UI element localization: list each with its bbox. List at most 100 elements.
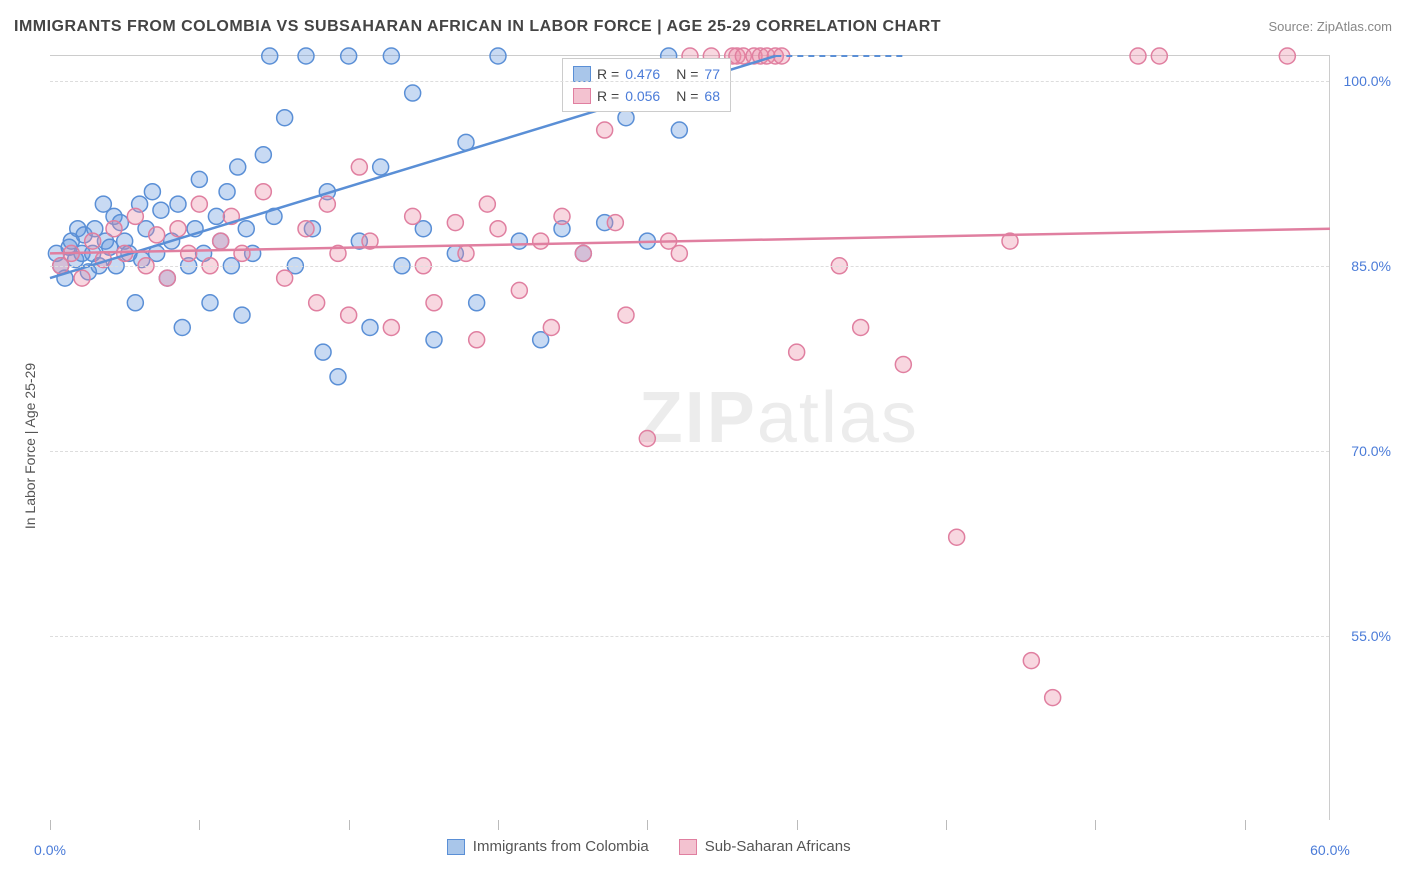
legend-n-value: 77 [704,66,720,82]
legend-swatch [573,66,591,82]
data-point [383,48,399,64]
data-point [298,48,314,64]
chart-title: IMMIGRANTS FROM COLOMBIA VS SUBSAHARAN A… [14,18,941,36]
plot-area: ZIPatlas R = 0.476N = 77R = 0.056N = 68 … [50,55,1330,820]
data-point [341,48,357,64]
legend-r-value: 0.476 [625,66,660,82]
data-point [895,356,911,372]
data-point [469,295,485,311]
data-point [373,159,389,175]
data-point [405,208,421,224]
x-tick [946,820,947,830]
data-point [426,295,442,311]
data-point [575,245,591,261]
x-tick [349,820,350,830]
legend-row: R = 0.476 N = 77 [573,63,720,85]
x-tick [50,820,51,830]
data-point [191,196,207,212]
data-point [153,202,169,218]
gridline [50,636,1329,637]
data-point [127,295,143,311]
data-point [213,233,229,249]
data-point [490,221,506,237]
data-point [447,215,463,231]
data-point [106,221,122,237]
data-point [74,270,90,286]
x-tick-label: 0.0% [34,842,66,858]
data-point [639,431,655,447]
data-point [1151,48,1167,64]
scatter-svg [50,56,1330,821]
data-point [174,319,190,335]
data-point [671,122,687,138]
data-point [789,344,805,360]
data-point [597,122,613,138]
legend-label: Sub-Saharan Africans [705,838,851,855]
correlation-legend: R = 0.476 N = 77 R = 0.056N = 68 [562,58,731,112]
data-point [533,233,549,249]
data-point [219,184,235,200]
data-point [191,171,207,187]
legend-label: Immigrants from Colombia [473,838,649,855]
data-point [315,344,331,360]
data-point [351,159,367,175]
data-point [511,233,527,249]
x-tick [1245,820,1246,830]
series-legend: Immigrants from Colombia Sub-Saharan Afri… [447,838,851,855]
legend-r-label: R = [597,66,619,82]
data-point [234,307,250,323]
data-point [277,270,293,286]
gridline [50,451,1329,452]
data-point [490,48,506,64]
legend-swatch [679,839,697,855]
x-tick [498,820,499,830]
legend-swatch [447,839,465,855]
data-point [85,233,101,249]
data-point [341,307,357,323]
y-tick-label: 100.0% [1344,73,1391,89]
data-point [309,295,325,311]
data-point [1279,48,1295,64]
data-point [607,215,623,231]
y-tick-label: 85.0% [1351,258,1391,274]
data-point [238,221,254,237]
data-point [469,332,485,348]
data-point [1045,690,1061,706]
legend-r-value: 0.056 [625,88,660,104]
data-point [853,319,869,335]
legend-n-label: N = [676,66,698,82]
chart-header: IMMIGRANTS FROM COLOMBIA VS SUBSAHARAN A… [14,18,1392,36]
x-tick [647,820,648,830]
data-point [262,48,278,64]
data-point [144,184,160,200]
legend-n-value: 68 [704,88,720,104]
legend-swatch [573,88,591,104]
data-point [362,319,378,335]
legend-row: R = 0.056N = 68 [573,85,720,107]
data-point [511,282,527,298]
legend-item: Sub-Saharan Africans [679,838,851,855]
data-point [234,245,250,261]
gridline [50,266,1329,267]
data-point [383,319,399,335]
data-point [170,196,186,212]
data-point [426,332,442,348]
data-point [149,227,165,243]
legend-item: Immigrants from Colombia [447,838,649,855]
data-point [618,110,634,126]
data-point [949,529,965,545]
data-point [479,196,495,212]
gridline [50,81,1329,82]
y-axis-label: In Labor Force | Age 25-29 [22,346,38,546]
data-point [671,245,687,261]
data-point [554,208,570,224]
data-point [1130,48,1146,64]
data-point [277,110,293,126]
chart-source: Source: ZipAtlas.com [1268,19,1392,34]
y-tick-label: 70.0% [1351,443,1391,459]
x-tick [797,820,798,830]
data-point [181,245,197,261]
data-point [458,245,474,261]
x-tick-label: 60.0% [1310,842,1350,858]
data-point [255,147,271,163]
